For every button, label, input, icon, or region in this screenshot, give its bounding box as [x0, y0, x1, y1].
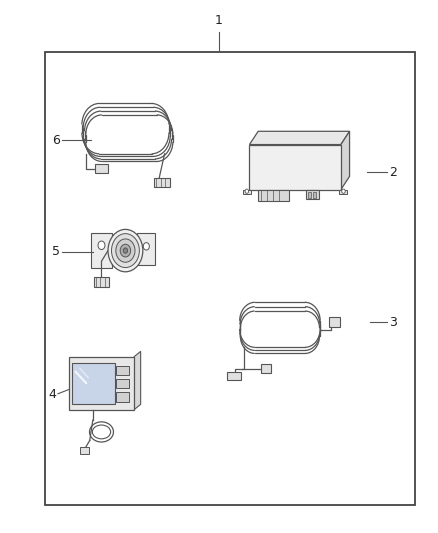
Text: 3: 3	[389, 316, 397, 329]
FancyBboxPatch shape	[154, 177, 170, 187]
Text: 5: 5	[52, 245, 60, 258]
Text: 4: 4	[48, 389, 56, 401]
Bar	[339, 190, 347, 194]
Circle shape	[112, 233, 139, 268]
FancyBboxPatch shape	[80, 447, 89, 454]
Bar	[308, 192, 311, 198]
FancyBboxPatch shape	[95, 165, 108, 173]
Bar	[116, 366, 129, 375]
FancyBboxPatch shape	[329, 317, 340, 327]
Polygon shape	[134, 351, 141, 410]
Polygon shape	[341, 131, 350, 190]
Circle shape	[108, 229, 143, 272]
Circle shape	[245, 189, 249, 193]
FancyBboxPatch shape	[94, 277, 110, 287]
Bar	[116, 379, 129, 389]
Circle shape	[143, 243, 149, 250]
Bar	[250, 144, 341, 190]
Polygon shape	[250, 131, 350, 144]
FancyBboxPatch shape	[258, 190, 289, 201]
Text: 2: 2	[389, 166, 397, 179]
Bar	[72, 363, 115, 405]
FancyBboxPatch shape	[306, 190, 319, 199]
Text: 6: 6	[52, 134, 60, 147]
Bar	[116, 392, 129, 402]
FancyBboxPatch shape	[137, 233, 155, 265]
Bar	[313, 192, 317, 198]
Bar	[69, 357, 134, 410]
FancyBboxPatch shape	[227, 372, 240, 380]
Circle shape	[342, 189, 345, 193]
FancyBboxPatch shape	[92, 233, 112, 268]
Bar	[45, 52, 415, 505]
Circle shape	[123, 248, 127, 253]
Text: 1: 1	[215, 14, 223, 27]
Circle shape	[116, 239, 135, 262]
Bar	[243, 190, 251, 194]
Circle shape	[120, 244, 131, 257]
FancyBboxPatch shape	[261, 365, 272, 373]
Circle shape	[98, 241, 105, 249]
